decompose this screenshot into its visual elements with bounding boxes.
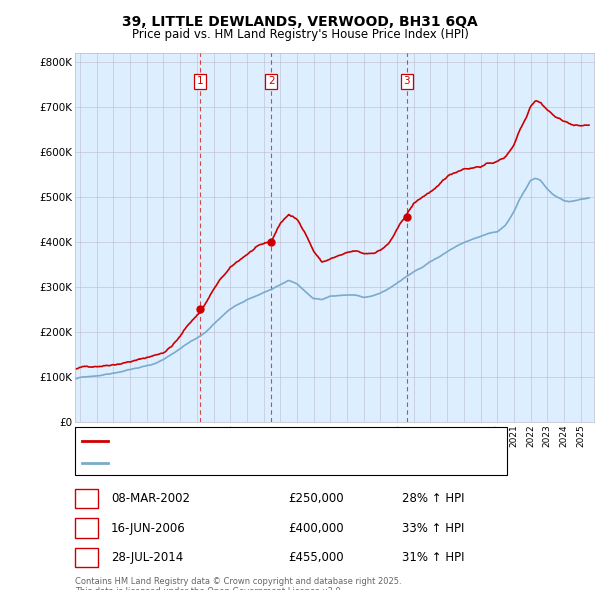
Text: 2: 2 <box>268 77 275 87</box>
Text: 28% ↑ HPI: 28% ↑ HPI <box>402 492 464 505</box>
Text: Price paid vs. HM Land Registry's House Price Index (HPI): Price paid vs. HM Land Registry's House … <box>131 28 469 41</box>
Text: £250,000: £250,000 <box>288 492 344 505</box>
Text: 28-JUL-2014: 28-JUL-2014 <box>111 551 183 564</box>
Text: £400,000: £400,000 <box>288 522 344 535</box>
Text: 1: 1 <box>197 77 203 87</box>
Text: HPI: Average price, detached house, Dorset: HPI: Average price, detached house, Dors… <box>112 458 340 468</box>
Text: £455,000: £455,000 <box>288 551 344 564</box>
Text: 33% ↑ HPI: 33% ↑ HPI <box>402 522 464 535</box>
Text: 39, LITTLE DEWLANDS, VERWOOD, BH31 6QA (detached house): 39, LITTLE DEWLANDS, VERWOOD, BH31 6QA (… <box>112 436 446 445</box>
Text: 08-MAR-2002: 08-MAR-2002 <box>111 492 190 505</box>
Text: 3: 3 <box>83 551 90 564</box>
Text: 2: 2 <box>83 522 90 535</box>
Text: 3: 3 <box>403 77 410 87</box>
Text: 39, LITTLE DEWLANDS, VERWOOD, BH31 6QA: 39, LITTLE DEWLANDS, VERWOOD, BH31 6QA <box>122 15 478 29</box>
Text: Contains HM Land Registry data © Crown copyright and database right 2025.
This d: Contains HM Land Registry data © Crown c… <box>75 577 401 590</box>
Text: 31% ↑ HPI: 31% ↑ HPI <box>402 551 464 564</box>
Text: 16-JUN-2006: 16-JUN-2006 <box>111 522 186 535</box>
Text: 1: 1 <box>83 492 90 505</box>
